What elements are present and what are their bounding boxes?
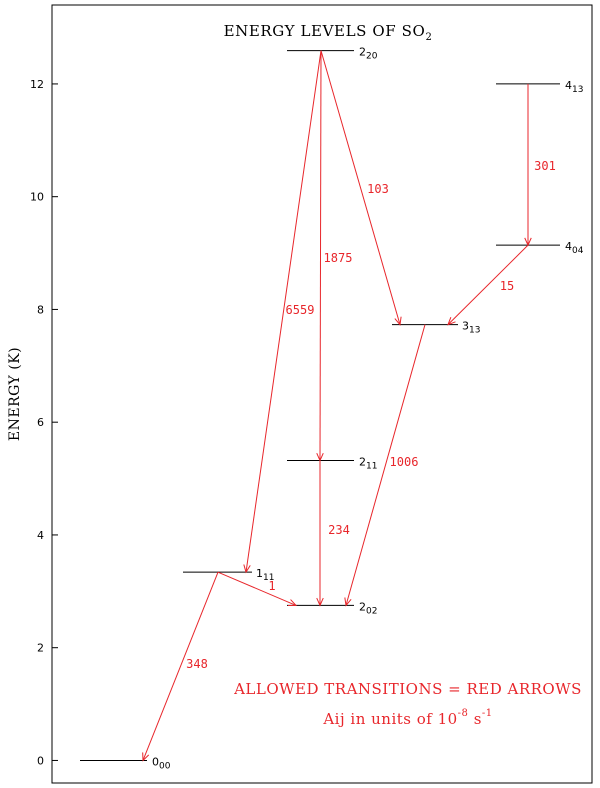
transition-404-to-313-arrowhead [447,317,456,326]
rate-label-111-202: 1 [268,579,275,593]
rate-label-220-211: 1875 [324,251,353,265]
rate-label-211-202: 234 [328,523,350,537]
y-axis-label: ENERGY (K) [7,347,23,441]
level-label-404: 404 [565,240,584,256]
transition-220-to-211-arrowhead [316,453,324,462]
transition-220-to-211 [319,50,322,461]
legend-note-transitions: ALLOWED TRANSITIONS = RED ARROWS [233,680,582,698]
rate-label-220-313: 103 [367,182,389,196]
level-label-220: 220 [359,46,378,62]
energy-levels: 000 111 202 211 220 313 404 413 [80,46,584,771]
units-exponent-2: -1 [482,708,493,719]
y-tick-label-2: 2 [37,642,44,655]
transition-111-to-202 [217,571,297,606]
transition-220-to-313-arrowhead [394,316,402,326]
level-label-413: 413 [565,79,583,95]
units-mid: s [468,710,481,728]
units-prefix: Aij in units of 10 [322,710,457,728]
level-label-000: 000 [152,755,171,771]
transition-111-to-000 [142,571,219,761]
y-tick-label-12: 12 [30,78,44,91]
transition-220-to-111 [245,50,322,573]
transition-111-to-202-arrowhead [287,599,298,607]
transition-arrows: 348 1 234 1006 6559 1875 103 15 301 [142,50,556,762]
transition-211-to-202-arrowhead [316,597,324,607]
y-tick-label-8: 8 [37,303,44,316]
level-label-313: 313 [462,320,480,336]
transition-313-to-202 [345,324,426,606]
level-label-202: 202 [359,600,377,616]
units-exponent-1: -8 [458,708,469,719]
y-tick-label-0: 0 [37,754,44,767]
rate-label-313-202: 1006 [390,455,419,469]
rate-label-404-313: 15 [500,279,514,293]
legend-note-units: Aij in units of 10-8 s-1 [322,708,492,728]
diagram-title: ENERGY LEVELS OF SO2 [224,22,433,43]
level-label-111: 111 [256,567,274,583]
transition-111-to-000-arrowhead [142,752,150,762]
transition-220-to-111-arrowhead [243,564,251,574]
level-label-211: 211 [359,456,377,472]
rate-label-220-111: 6559 [286,303,315,317]
y-tick-label-10: 10 [30,191,44,204]
rate-label-111-000: 348 [186,657,208,671]
y-tick-label-4: 4 [37,529,44,542]
y-tick-label-6: 6 [37,416,44,429]
transition-220-to-313 [320,50,401,325]
title-main: ENERGY LEVELS OF SO [224,22,426,40]
transition-413-to-404-arrowhead [524,237,532,247]
y-axis-ticks: 0 2 4 6 8 10 12 [30,78,58,767]
rate-label-413-404: 301 [534,159,556,173]
plot-frame [51,4,593,784]
transition-404-to-313 [447,244,529,326]
transition-313-to-202-arrowhead [344,597,352,607]
title-subscript: 2 [425,32,432,43]
